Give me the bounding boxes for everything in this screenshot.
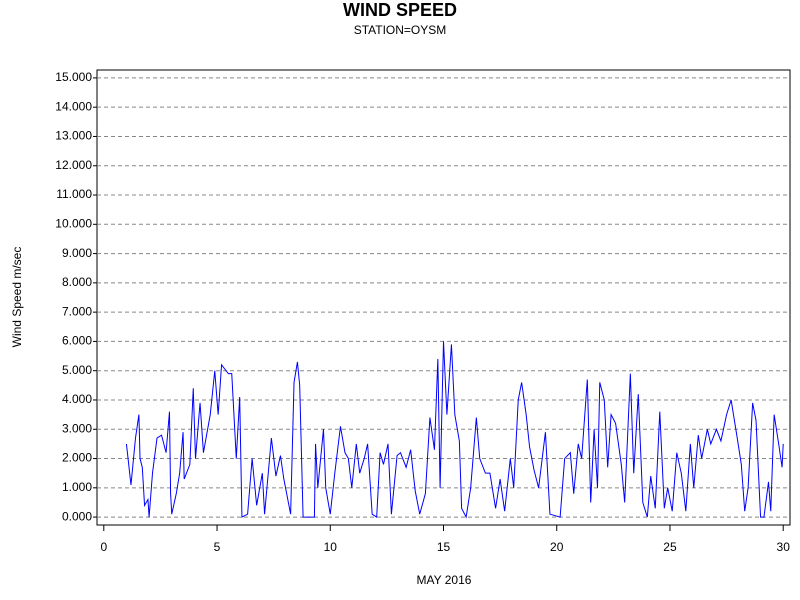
x-tick-label: 15	[437, 540, 451, 554]
y-tick-label: 5.000	[62, 363, 92, 377]
y-tick-label: 2.000	[62, 451, 92, 465]
x-tick-label: 30	[777, 540, 791, 554]
plot-frame	[96, 69, 791, 526]
x-tick-label: 0	[100, 540, 107, 554]
x-tick-label: 10	[324, 540, 338, 554]
y-tick-label: 10.000	[55, 216, 92, 230]
y-tick-label: 13.000	[55, 129, 92, 143]
y-axis-label: Wind Speed m/sec	[10, 247, 24, 348]
chart-title: WIND SPEED	[343, 0, 457, 20]
y-tick-label: 11.000	[56, 187, 92, 201]
y-tick-label: 14.000	[55, 99, 92, 113]
y-tick-label: 1.000	[62, 480, 92, 494]
x-tick-label: 25	[663, 540, 677, 554]
y-tick-label: 6.000	[62, 334, 92, 348]
y-tick-label: 8.000	[62, 275, 92, 289]
x-axis-label: MAY 2016	[417, 573, 472, 587]
chart-subtitle: STATION=OYSM	[354, 23, 447, 37]
y-tick-label: 7.000	[62, 304, 92, 318]
y-tick-label: 12.000	[55, 158, 92, 172]
y-tick-label: 15.000	[55, 70, 92, 84]
x-tick-label: 5	[214, 540, 221, 554]
x-tick-label: 20	[550, 540, 564, 554]
data-line	[125, 341, 784, 519]
y-tick-label: 9.000	[62, 246, 92, 260]
y-tick-label: 4.000	[62, 392, 92, 406]
y-tick-label: 0.000	[62, 509, 92, 523]
y-tick-label: 3.000	[62, 421, 92, 435]
